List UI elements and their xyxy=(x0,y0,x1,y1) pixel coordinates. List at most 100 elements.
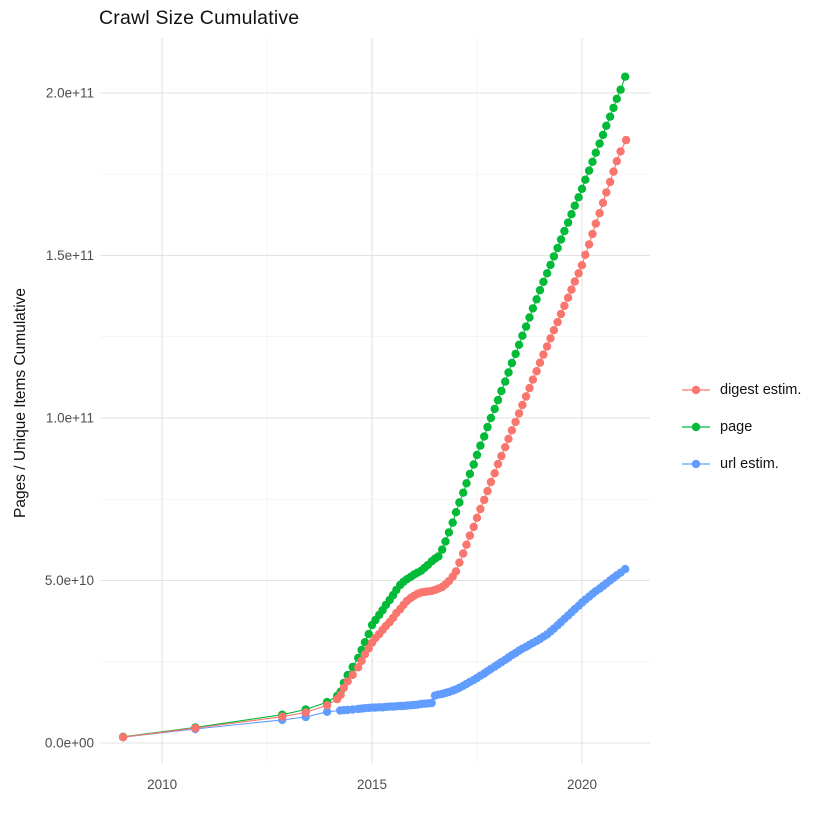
legend-key-icon xyxy=(682,459,710,469)
legend-item-page: page xyxy=(681,415,801,439)
data-point xyxy=(480,495,489,505)
x-tick-label: 2010 xyxy=(147,777,177,792)
data-point xyxy=(595,139,604,148)
data-point xyxy=(462,479,471,488)
data-point xyxy=(621,564,630,574)
data-point xyxy=(556,235,566,244)
data-point xyxy=(336,690,345,700)
y-tick-label: 1.0e+11 xyxy=(46,411,94,426)
data-point xyxy=(511,417,520,427)
data-point xyxy=(504,434,513,443)
data-point xyxy=(507,358,517,368)
data-point xyxy=(591,148,600,157)
data-point xyxy=(486,477,496,487)
data-point xyxy=(501,443,510,452)
data-point xyxy=(511,349,520,359)
legend-key-icon xyxy=(682,422,710,432)
data-point xyxy=(549,326,559,335)
data-point xyxy=(609,167,618,176)
data-point xyxy=(525,383,534,393)
data-point xyxy=(348,670,357,679)
data-point xyxy=(584,166,594,175)
data-point xyxy=(621,135,631,145)
data-point xyxy=(490,469,499,478)
data-point xyxy=(465,469,475,479)
data-point xyxy=(598,130,608,140)
data-point xyxy=(322,707,332,716)
data-point xyxy=(301,708,310,717)
data-point xyxy=(441,537,450,546)
data-point xyxy=(521,322,531,331)
y-tick-label: 0.0e+00 xyxy=(45,736,94,751)
data-point xyxy=(570,277,579,286)
data-point xyxy=(455,498,464,507)
data-point xyxy=(427,698,436,708)
data-point xyxy=(469,460,478,469)
legend-item-url-estim: url estim. xyxy=(681,452,801,476)
data-point xyxy=(339,683,349,692)
data-point xyxy=(444,528,454,537)
series-points-url-estim xyxy=(118,564,630,742)
data-point xyxy=(497,451,506,461)
legend-label: digest estim. xyxy=(720,382,802,398)
data-point xyxy=(570,201,579,210)
data-point xyxy=(514,340,524,349)
data-point xyxy=(357,656,366,665)
data-point xyxy=(501,377,510,386)
data-point xyxy=(525,313,534,322)
data-point xyxy=(518,400,527,410)
data-point xyxy=(191,723,200,733)
data-point xyxy=(459,549,468,558)
data-point xyxy=(528,375,538,384)
data-point xyxy=(465,531,475,540)
legend-key-icon xyxy=(682,385,710,395)
data-point xyxy=(434,552,443,561)
legend-label: page xyxy=(720,419,753,435)
data-point xyxy=(605,177,615,187)
data-point xyxy=(535,286,545,295)
data-point xyxy=(472,450,482,460)
data-point xyxy=(567,285,576,294)
data-point xyxy=(476,504,485,514)
data-point xyxy=(560,226,569,236)
data-point xyxy=(563,218,573,227)
data-point xyxy=(459,488,468,497)
data-point xyxy=(438,545,447,554)
data-point xyxy=(588,157,597,166)
data-point xyxy=(539,277,548,286)
data-point xyxy=(584,240,594,249)
data-point xyxy=(546,260,555,270)
data-point xyxy=(451,567,461,576)
data-point xyxy=(518,331,527,340)
legend-item-digest-estim: digest estim. xyxy=(681,378,801,402)
data-point xyxy=(577,184,587,193)
data-point xyxy=(451,508,461,517)
data-point xyxy=(480,432,489,441)
data-point xyxy=(521,392,531,401)
data-point xyxy=(542,269,552,278)
data-point xyxy=(469,522,478,532)
data-point xyxy=(574,193,583,202)
data-point xyxy=(360,638,370,647)
data-point xyxy=(553,317,562,327)
data-point xyxy=(598,198,608,207)
data-point xyxy=(605,112,615,121)
series-points-digest-estim xyxy=(118,135,631,742)
data-point xyxy=(455,558,464,567)
legend-label: url estim. xyxy=(720,456,779,472)
data-point xyxy=(322,701,332,710)
data-point xyxy=(535,358,545,367)
data-point xyxy=(549,252,559,261)
data-point xyxy=(574,269,583,278)
data-point xyxy=(532,295,541,304)
data-point xyxy=(472,513,482,522)
data-point xyxy=(542,342,552,351)
data-point xyxy=(595,209,604,218)
data-point xyxy=(612,157,621,166)
data-point xyxy=(616,85,625,94)
data-point xyxy=(621,72,630,81)
data-point xyxy=(532,367,541,376)
data-point xyxy=(476,441,485,450)
data-point xyxy=(483,486,492,496)
